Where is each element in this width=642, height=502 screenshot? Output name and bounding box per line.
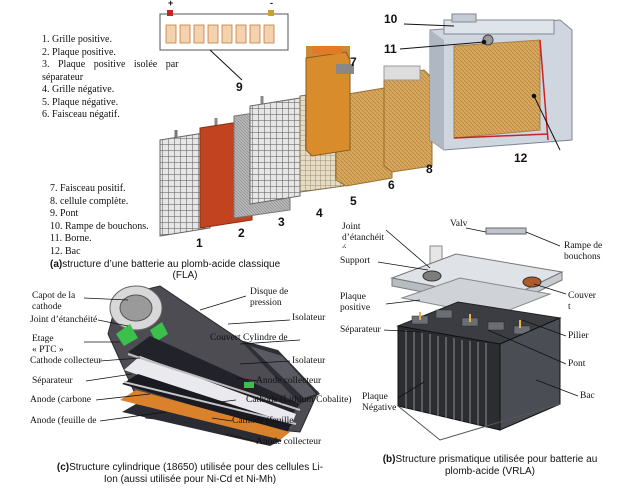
label-pilier: Pilier: [568, 331, 589, 341]
caption-a-text: structure d’une batterie au plomb-acide …: [62, 259, 281, 270]
label-anode-collecteur-1: Anode collecteur: [256, 376, 322, 386]
caption-c-text: Structure cylindrique (18650) utilisée p…: [69, 462, 324, 473]
label-9: 9: [236, 80, 243, 94]
label-etage-l2: « PTC »: [32, 345, 64, 354]
label-7: 7: [350, 55, 357, 69]
label-6: 6: [388, 178, 395, 192]
label-separateur-b: Séparateur: [340, 325, 381, 335]
label-joint-b-l1: Joint: [342, 222, 361, 232]
label-joint-c: Joint d’étanchéité: [30, 315, 98, 325]
label-1: 1: [196, 236, 203, 250]
legend-item: 1. Grille positive.: [42, 34, 112, 45]
legend-item: séparateur: [42, 71, 84, 83]
legend-item: 6. Faisceau négatif.: [42, 109, 120, 120]
legend-item: 7. Faisceau positif.: [50, 183, 126, 194]
label-plaque-positive-l1: Plaque: [340, 292, 366, 302]
label-isolateur-2: Isolateur: [292, 356, 326, 366]
label-couvert: Couver t: [568, 291, 596, 311]
label-8: 8: [426, 162, 433, 176]
legend-item: 12. Bac: [50, 245, 81, 257]
caption-a: (a)structure d’une batterie au plomb-aci…: [50, 259, 310, 271]
label-joint-b: Joint d’étanchéit é: [342, 222, 384, 252]
label-rampe-l1: Rampe de: [564, 241, 603, 251]
label-disque-l2: pression: [250, 298, 282, 308]
caption-b-letter: (b): [382, 454, 396, 465]
label-plaque-positive: Plaque positive: [340, 292, 370, 312]
label-4: 4: [316, 206, 323, 220]
legend-item: 11. Borne.: [50, 233, 92, 244]
label-plaque-negative-l1: Plaque: [362, 392, 388, 402]
terminal-minus: -: [270, 0, 273, 8]
label-plaque-positive-l2: positive: [340, 303, 371, 312]
caption-b-line2: plomb-acide (VRLA): [444, 466, 536, 477]
label-disque: Disque de pression: [250, 287, 288, 309]
legend-item: 5. Plaque négative.: [42, 96, 119, 108]
label-plaque-negative-l2: Négative: [362, 403, 397, 413]
legend-item: 9. Pont: [50, 208, 79, 219]
label-12: 12: [514, 151, 528, 165]
label-11: 11: [384, 42, 397, 56]
label-separateur-c: Séparateur: [32, 376, 73, 386]
label-rampe-l2: bouchons: [564, 252, 601, 262]
label-disque-l1: Disque de: [250, 287, 289, 297]
caption-c: (c)Structure cylindrique (18650) utilisé…: [40, 462, 340, 486]
label-bac: Bac: [580, 391, 595, 401]
label-couvert-l2: t: [568, 302, 571, 311]
label-2: 2: [238, 226, 245, 240]
label-rampe: Rampe de bouchons: [564, 241, 602, 263]
label-etage: Etage « PTC »: [32, 334, 64, 354]
legend-top: 1. Grille positive. 2. Plaque positive. …: [42, 34, 212, 122]
caption-a-letter: (a): [50, 259, 63, 270]
label-joint-b-l3: é: [342, 244, 384, 248]
caption-c-letter: (c): [56, 462, 70, 473]
label-support: Support: [340, 256, 371, 266]
label-etage-l1: Etage: [32, 334, 54, 344]
label-5: 5: [350, 194, 357, 208]
legend-item: 10. Rampe de bouchons.: [50, 220, 149, 232]
caption-b: (b)Structure prismatique utilisée pour b…: [360, 454, 620, 478]
label-cathode-feuille: Cathode (feuille: [232, 416, 294, 426]
label-joint-b-l2: d’étanchéit: [342, 233, 385, 243]
label-3: 3: [278, 215, 285, 229]
label-pont: Pont: [568, 359, 586, 369]
label-capot: Capot de la cathode: [32, 291, 75, 313]
caption-c-line2: Ion (aussi utilisée pour Ni-Cd et Ni-Mh): [103, 474, 277, 485]
caption-a-line2: (FLA): [172, 270, 198, 280]
label-anode-carbone: Anode (carbone: [30, 395, 91, 405]
label-plaque-negative: Plaque Négative: [362, 392, 396, 414]
label-couvert: Couvert Cylindre de: [210, 333, 288, 343]
label-capot-l2: cathode: [32, 302, 62, 312]
label-anode-collecteur-2: Anode collecteur: [256, 437, 322, 447]
label-valv: Valv: [450, 219, 468, 229]
label-couvert-l1: Couver: [568, 291, 596, 301]
legend-bottom: 7. Faisceau positif. 8. cellule complète…: [50, 183, 200, 258]
legend-item: 2. Plaque positive.: [42, 46, 116, 58]
legend-item: 8. cellule complète.: [50, 195, 129, 207]
label-cathode-collecteur: Cathode collecteur: [30, 356, 102, 366]
caption-b-text: Structure prismatique utilisée pour batt…: [395, 454, 598, 465]
label-10: 10: [384, 12, 398, 26]
terminal-plus: +: [168, 0, 174, 8]
legend-item: 3. Plaque positive isolée par: [42, 59, 179, 70]
label-capot-l1: Capot de la: [32, 291, 76, 301]
label-anode-feuille: Anode (feuille de: [30, 416, 97, 426]
legend-item: 4. Grille négative.: [42, 84, 115, 95]
label-cathode-lithium: Cathode (Lithium Cobalite): [246, 395, 352, 405]
label-isolateur-1: Isolateur: [292, 313, 326, 323]
